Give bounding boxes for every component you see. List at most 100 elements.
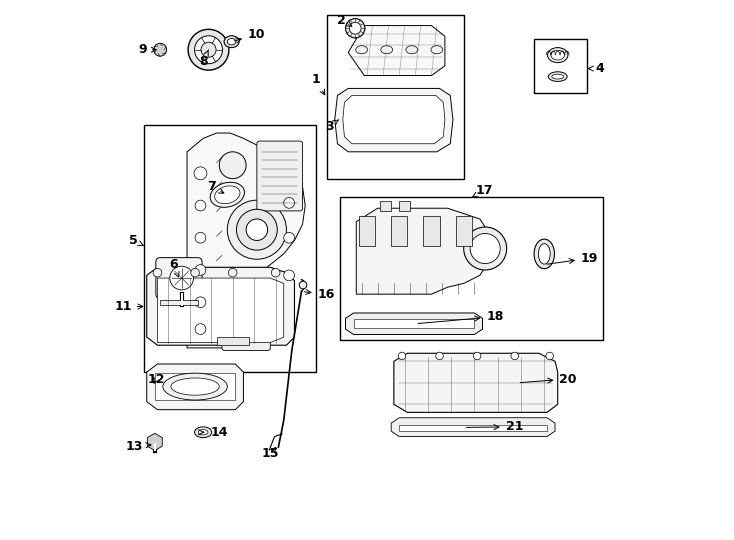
Ellipse shape: [552, 74, 564, 79]
Text: 16: 16: [304, 288, 335, 301]
Text: 18: 18: [418, 310, 504, 323]
Circle shape: [153, 268, 161, 277]
Text: 17: 17: [473, 184, 493, 197]
Circle shape: [284, 232, 294, 243]
Text: 20: 20: [520, 373, 577, 386]
Circle shape: [511, 352, 518, 360]
Circle shape: [398, 352, 406, 360]
Text: 13: 13: [125, 440, 151, 453]
Polygon shape: [187, 133, 305, 348]
Text: 19: 19: [547, 252, 598, 265]
Circle shape: [470, 233, 501, 264]
Bar: [340, 198, 603, 340]
Polygon shape: [147, 364, 244, 410]
Ellipse shape: [548, 48, 568, 63]
Ellipse shape: [224, 36, 239, 48]
Ellipse shape: [406, 46, 418, 54]
Circle shape: [272, 268, 280, 277]
Text: 4: 4: [589, 62, 604, 75]
Ellipse shape: [381, 46, 393, 54]
Circle shape: [284, 270, 294, 281]
Bar: [391, 217, 407, 246]
Circle shape: [188, 29, 229, 70]
Polygon shape: [394, 353, 558, 413]
Bar: [144, 125, 316, 372]
Text: 7: 7: [207, 180, 224, 193]
Circle shape: [191, 268, 200, 277]
Circle shape: [299, 281, 307, 289]
Circle shape: [236, 210, 277, 250]
Text: 3: 3: [325, 119, 339, 132]
Polygon shape: [155, 373, 236, 400]
Polygon shape: [158, 278, 284, 342]
Circle shape: [195, 297, 206, 308]
Circle shape: [349, 22, 361, 34]
Text: 10: 10: [234, 28, 265, 43]
Text: 5: 5: [129, 234, 143, 247]
Text: 15: 15: [261, 447, 279, 460]
Circle shape: [284, 198, 294, 208]
Ellipse shape: [538, 244, 550, 264]
Polygon shape: [148, 433, 162, 450]
Circle shape: [195, 200, 206, 211]
Circle shape: [170, 266, 194, 290]
Polygon shape: [399, 425, 547, 431]
Text: 2: 2: [338, 14, 352, 26]
Text: 1: 1: [312, 73, 324, 94]
Ellipse shape: [551, 50, 564, 60]
FancyBboxPatch shape: [257, 141, 302, 211]
Text: 21: 21: [467, 420, 523, 434]
Ellipse shape: [548, 72, 567, 82]
Ellipse shape: [163, 373, 228, 400]
Bar: [534, 39, 587, 93]
Circle shape: [219, 152, 246, 179]
Bar: [327, 15, 464, 179]
Circle shape: [201, 42, 216, 57]
Ellipse shape: [214, 186, 240, 204]
Polygon shape: [346, 313, 482, 334]
Circle shape: [153, 43, 167, 56]
Circle shape: [195, 36, 222, 64]
Ellipse shape: [534, 239, 554, 269]
Text: 9: 9: [138, 43, 156, 56]
Ellipse shape: [356, 46, 368, 54]
Polygon shape: [391, 418, 555, 436]
Text: 14: 14: [198, 426, 228, 438]
Circle shape: [228, 268, 237, 277]
Circle shape: [436, 352, 443, 360]
Circle shape: [195, 265, 206, 275]
Bar: [359, 217, 375, 246]
Ellipse shape: [198, 429, 208, 435]
Ellipse shape: [171, 378, 219, 395]
FancyBboxPatch shape: [222, 302, 270, 350]
Circle shape: [195, 232, 206, 243]
Bar: [424, 217, 440, 246]
Polygon shape: [343, 96, 445, 144]
Polygon shape: [354, 320, 474, 328]
Text: 12: 12: [148, 373, 165, 386]
Bar: [456, 217, 472, 246]
Circle shape: [546, 352, 553, 360]
Bar: [399, 201, 410, 211]
Polygon shape: [348, 25, 445, 76]
Bar: [160, 300, 197, 305]
Circle shape: [246, 219, 268, 240]
Ellipse shape: [195, 427, 211, 437]
Circle shape: [194, 167, 207, 180]
Circle shape: [346, 18, 365, 38]
Circle shape: [195, 323, 206, 334]
Polygon shape: [356, 208, 490, 294]
Circle shape: [228, 200, 286, 259]
Ellipse shape: [210, 183, 244, 207]
Bar: [217, 337, 249, 345]
Polygon shape: [147, 267, 294, 345]
FancyBboxPatch shape: [156, 258, 202, 299]
Polygon shape: [335, 89, 453, 152]
Bar: [380, 201, 391, 211]
Ellipse shape: [431, 46, 443, 54]
Ellipse shape: [228, 38, 236, 45]
Circle shape: [464, 227, 506, 270]
Text: 11: 11: [115, 300, 143, 313]
Text: 6: 6: [170, 258, 179, 277]
Circle shape: [473, 352, 481, 360]
